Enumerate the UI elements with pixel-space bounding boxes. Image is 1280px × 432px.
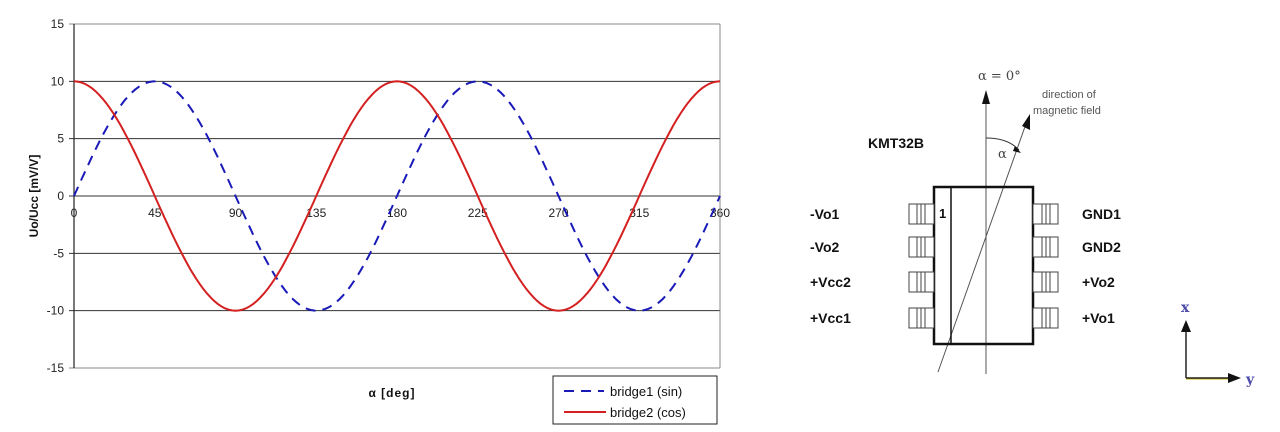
x-axis-label: α [deg] <box>368 386 415 400</box>
x-tick-label: 180 <box>387 206 407 220</box>
field-label-line2: magnetic field <box>1033 105 1101 117</box>
pin-label: +Vo2 <box>1082 274 1115 290</box>
pin-label: +Vcc1 <box>810 310 851 326</box>
pin-label: GND2 <box>1082 239 1121 255</box>
pin1-marker: 1 <box>939 206 946 221</box>
y-tick-label: 0 <box>57 189 64 203</box>
field-arrow-icon <box>1022 114 1030 130</box>
y-tick-label: 15 <box>51 17 65 31</box>
x-arrow-icon <box>1181 320 1191 332</box>
y-tick-label: 5 <box>57 132 64 146</box>
x-tick-label: 90 <box>229 206 243 220</box>
y-axis-tick-labels: 15 10 5 0 -5 -10 -15 <box>47 17 65 375</box>
alpha-label: α <box>998 147 1007 162</box>
pin-left-1: -Vo1 <box>810 203 935 225</box>
kmt32b-pinout-diagram: KMT32B α = 0° direction of magnetic fiel… <box>810 69 1255 388</box>
legend-cos-label: bridge2 (cos) <box>610 405 686 420</box>
pin-right-2: GND2 <box>1032 236 1121 258</box>
series-bridge2-cos <box>73 80 721 312</box>
x-axis-letter: x <box>1181 300 1190 316</box>
x-tick-label: 135 <box>306 206 326 220</box>
series-bridge1-sin <box>73 80 721 312</box>
pin-right-1: GND1 <box>1032 203 1121 225</box>
part-name: KMT32B <box>868 135 924 151</box>
field-label-line1: direction of <box>1042 89 1097 101</box>
legend-sin-label: bridge1 (sin) <box>610 384 682 399</box>
pin-left-4: +Vcc1 <box>810 307 935 329</box>
angle-arc <box>985 137 1020 151</box>
xy-axes-indicator: x y <box>1181 300 1255 388</box>
pin-right-3: +Vo2 <box>1032 271 1115 293</box>
y-axis-label: Uo/Ucc [mV/V] <box>27 155 41 238</box>
pin-label: +Vo1 <box>1082 310 1115 326</box>
pin-right-4: +Vo1 <box>1032 307 1115 329</box>
chip-body <box>932 185 1035 346</box>
y-tick-label: -5 <box>53 246 64 260</box>
pin-label: GND1 <box>1082 206 1121 222</box>
angle-arc-arrow-icon <box>1013 146 1021 153</box>
pin-left-2: -Vo2 <box>810 236 935 258</box>
y-tick-label: -10 <box>47 304 65 318</box>
y-tick-label: 10 <box>51 74 65 88</box>
pin-label: +Vcc2 <box>810 274 851 290</box>
magnetic-field-direction-line <box>937 120 1028 373</box>
y-tick-label: -15 <box>47 361 65 375</box>
x-tick-label: 45 <box>148 206 162 220</box>
y-arrow-icon <box>1228 373 1241 383</box>
left-pins: -Vo1 -Vo2 +Vcc2 +Vcc1 <box>810 203 935 329</box>
right-pins: GND1 GND2 +Vo2 +Vo1 <box>1032 203 1121 329</box>
x-tick-label: 315 <box>629 206 649 220</box>
reference-arrow-icon <box>982 90 990 104</box>
pin-left-3: +Vcc2 <box>810 271 935 293</box>
pin-label: -Vo1 <box>810 206 840 222</box>
gridlines <box>69 23 720 369</box>
alpha-zero-label: α = 0° <box>978 69 1021 84</box>
legend: bridge1 (sin) bridge2 (cos) <box>552 375 718 425</box>
y-axis-letter: y <box>1245 372 1255 388</box>
pin-label: -Vo2 <box>810 239 840 255</box>
